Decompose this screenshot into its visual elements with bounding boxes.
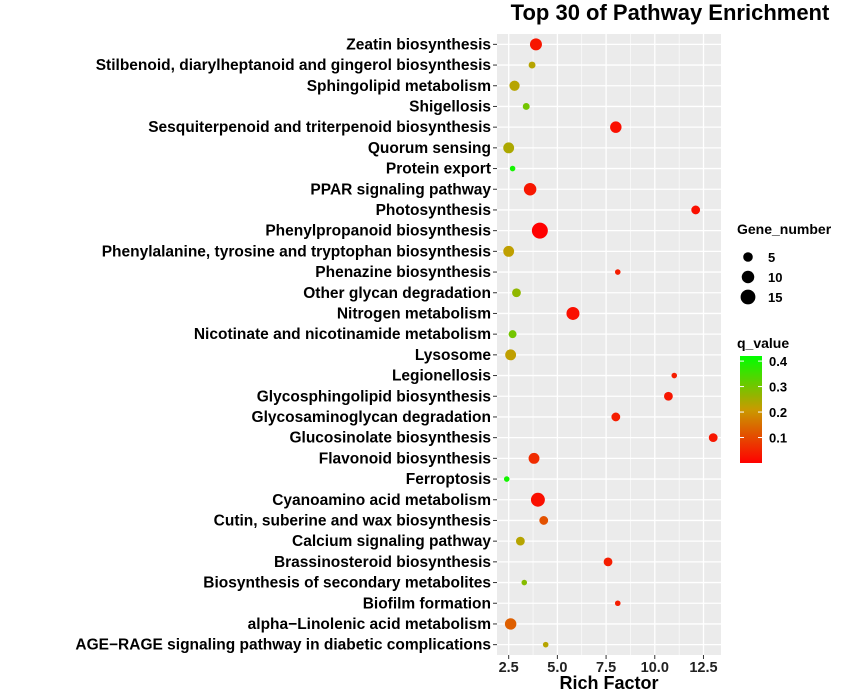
data-point — [566, 306, 580, 320]
data-point — [521, 579, 528, 586]
data-point — [509, 80, 520, 91]
pathway-label: Biofilm formation — [363, 595, 491, 612]
data-point — [523, 182, 537, 196]
color-legend-title: q_value — [737, 335, 789, 351]
data-point — [664, 391, 673, 401]
data-point — [614, 600, 621, 607]
size-legend-title: Gene_number — [737, 221, 832, 237]
pathway-label: Photosynthesis — [376, 202, 491, 219]
pathway-label: Shigellosis — [409, 98, 491, 115]
data-point — [528, 61, 536, 69]
data-point — [708, 433, 718, 443]
data-point — [671, 372, 678, 379]
data-point — [610, 121, 622, 133]
pathway-label: Biosynthesis of secondary metabolites — [203, 575, 491, 592]
size-legend-label: 15 — [768, 290, 782, 305]
pathway-label: Sphingolipid metabolism — [307, 78, 491, 95]
color-legend-label: 0.1 — [769, 431, 787, 446]
data-point — [509, 165, 516, 172]
data-point — [531, 222, 548, 239]
pathway-label: Lysosome — [415, 347, 491, 364]
size-legend-label: 5 — [768, 250, 775, 265]
pathway-label: Cyanoamino acid metabolism — [272, 492, 491, 509]
size-legend-key — [741, 270, 755, 284]
pathway-label: AGE−RAGE signaling pathway in diabetic c… — [75, 637, 491, 654]
size-legend-key — [740, 289, 756, 305]
data-point — [691, 205, 701, 215]
x-tick-label: 12.5 — [689, 660, 717, 676]
data-point — [530, 492, 545, 507]
x-axis: 2.5 5.0 7.5 10.0 12.5 — [499, 655, 718, 676]
pathway-label: Flavonoid biosynthesis — [319, 450, 491, 467]
x-tick-label: 5.0 — [547, 660, 567, 676]
pathway-label: Nitrogen metabolism — [337, 305, 491, 322]
gene-number-legend: Gene_number 5 10 15 — [737, 221, 832, 305]
data-point — [503, 245, 515, 257]
data-points — [503, 38, 718, 648]
data-point — [512, 288, 521, 298]
pathway-label: Stilbenoid, diarylheptanoid and gingerol… — [96, 57, 491, 74]
x-tick-label: 2.5 — [499, 660, 519, 676]
data-point — [611, 412, 621, 422]
pathway-label: Protein export — [386, 161, 491, 178]
data-point — [614, 269, 621, 275]
data-point — [503, 476, 510, 482]
q-value-legend: q_value 0.4 0.3 0.2 0.1 — [737, 335, 789, 463]
data-point — [522, 102, 530, 110]
pathway-label: Legionellosis — [392, 368, 491, 385]
data-point — [505, 349, 517, 361]
pathway-label: Quorum sensing — [368, 140, 491, 157]
data-point — [528, 452, 540, 464]
pathway-label: Phenazine biosynthesis — [315, 264, 491, 281]
color-legend-label: 0.2 — [769, 405, 787, 420]
data-point — [542, 641, 549, 648]
color-legend-label: 0.4 — [769, 354, 788, 369]
pathway-label: Phenylalanine, tyrosine and tryptophan b… — [102, 243, 491, 260]
data-point — [603, 557, 613, 567]
gridlines — [497, 34, 721, 655]
data-point — [503, 142, 515, 154]
plot-panel — [497, 34, 721, 655]
pathway-label: Calcium signaling pathway — [292, 533, 491, 550]
size-legend-key — [743, 252, 753, 262]
data-point — [504, 618, 517, 630]
pathway-label: Zeatin biosynthesis — [346, 36, 491, 53]
pathway-label: Ferroptosis — [406, 471, 491, 488]
pathway-label: Nicotinate and nicotinamide metabolism — [194, 326, 491, 343]
chart-title: Top 30 of Pathway Enrichment — [511, 0, 830, 25]
pathway-label: Other glycan degradation — [303, 285, 491, 302]
pathway-label: Brassinosteroid biosynthesis — [274, 554, 491, 571]
x-axis-title: Rich Factor — [559, 673, 658, 693]
pathway-label: Phenylpropanoid biosynthesis — [265, 223, 491, 240]
data-point — [539, 516, 549, 525]
pathway-label: Glycosaminoglycan degradation — [252, 409, 491, 426]
pathway-label: Glucosinolate biosynthesis — [289, 430, 491, 447]
data-point — [515, 536, 525, 546]
pathway-labels: Zeatin biosynthesis Stilbenoid, diarylhep… — [75, 36, 497, 654]
pathway-label: Cutin, suberine and wax biosynthesis — [214, 512, 491, 529]
data-point — [529, 38, 542, 51]
pathway-label: Glycosphingolipid biosynthesis — [257, 388, 491, 405]
data-point — [508, 330, 517, 339]
x-tick-label: 7.5 — [596, 660, 616, 676]
color-bar — [740, 356, 762, 463]
x-tick-label: 10.0 — [641, 660, 669, 676]
pathway-label: Sesquiterpenoid and triterpenoid biosynt… — [148, 119, 491, 136]
color-legend-label: 0.3 — [769, 380, 787, 395]
pathway-label: PPAR signaling pathway — [310, 181, 491, 198]
size-legend-label: 10 — [768, 270, 782, 285]
pathway-label: alpha−Linolenic acid metabolism — [248, 616, 491, 633]
